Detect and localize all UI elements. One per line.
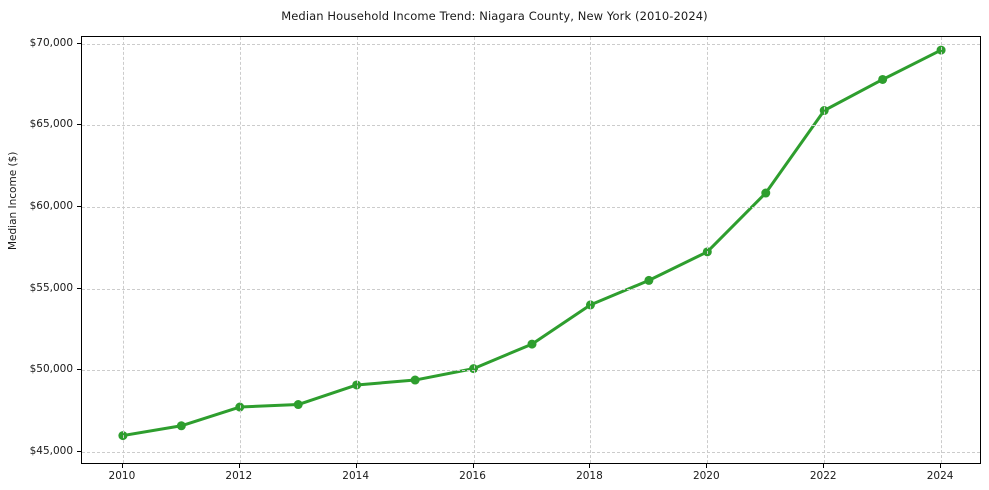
x-tick-mark — [472, 464, 474, 468]
plot-area — [81, 36, 981, 464]
x-gridline — [122, 37, 124, 463]
y-tick-mark — [77, 124, 81, 126]
x-gridline — [941, 37, 943, 463]
x-tick-label: 2020 — [692, 470, 720, 482]
x-tick-label: 2024 — [926, 470, 954, 482]
x-gridline — [707, 37, 709, 463]
x-gridline — [239, 37, 241, 463]
data-point-marker — [410, 375, 420, 385]
x-tick-label: 2018 — [576, 470, 603, 482]
x-tick-mark — [823, 464, 825, 468]
data-point-marker — [761, 188, 771, 198]
plot-inner — [82, 37, 980, 463]
y-gridline — [82, 43, 980, 45]
x-tick-mark — [940, 464, 942, 468]
income-trend-line — [121, 48, 943, 438]
x-tick-mark — [121, 464, 123, 468]
y-tick-label: $70,000 — [29, 36, 73, 49]
x-tick-mark — [589, 464, 591, 468]
y-axis-label: Median Income ($) — [7, 151, 19, 250]
y-tick-label: $45,000 — [29, 444, 73, 457]
y-tick-mark — [77, 42, 81, 44]
x-tick-label: 2010 — [108, 470, 136, 482]
x-tick-mark — [238, 464, 240, 468]
income-line-series — [118, 45, 946, 441]
x-tick-label: 2016 — [459, 470, 486, 482]
data-point-marker — [644, 275, 654, 285]
y-gridline — [82, 451, 980, 453]
x-gridline — [356, 37, 358, 463]
y-tick-label: $60,000 — [29, 199, 73, 212]
chart-title: Median Household Income Trend: Niagara C… — [281, 9, 708, 23]
x-tick-mark — [355, 464, 357, 468]
x-tick-label: 2012 — [225, 470, 253, 482]
y-tick-label: $55,000 — [29, 281, 73, 294]
y-tick-label: $50,000 — [29, 363, 73, 376]
y-gridline — [82, 370, 980, 372]
y-tick-mark — [77, 369, 81, 371]
x-tick-mark — [706, 464, 708, 468]
y-tick-mark — [77, 287, 81, 289]
y-tick-mark — [77, 205, 81, 207]
data-point-marker — [176, 421, 186, 431]
x-tick-label: 2014 — [342, 470, 370, 482]
x-tick-label: 2022 — [809, 470, 837, 482]
x-gridline — [473, 37, 475, 463]
data-point-marker — [878, 74, 888, 84]
data-point-marker — [527, 339, 537, 349]
y-gridline — [82, 125, 980, 127]
x-gridline — [824, 37, 826, 463]
y-gridline — [82, 288, 980, 290]
y-tick-mark — [77, 450, 81, 452]
data-point-marker — [293, 400, 303, 410]
y-tick-label: $65,000 — [29, 118, 73, 131]
x-gridline — [590, 37, 592, 463]
y-gridline — [82, 206, 980, 208]
